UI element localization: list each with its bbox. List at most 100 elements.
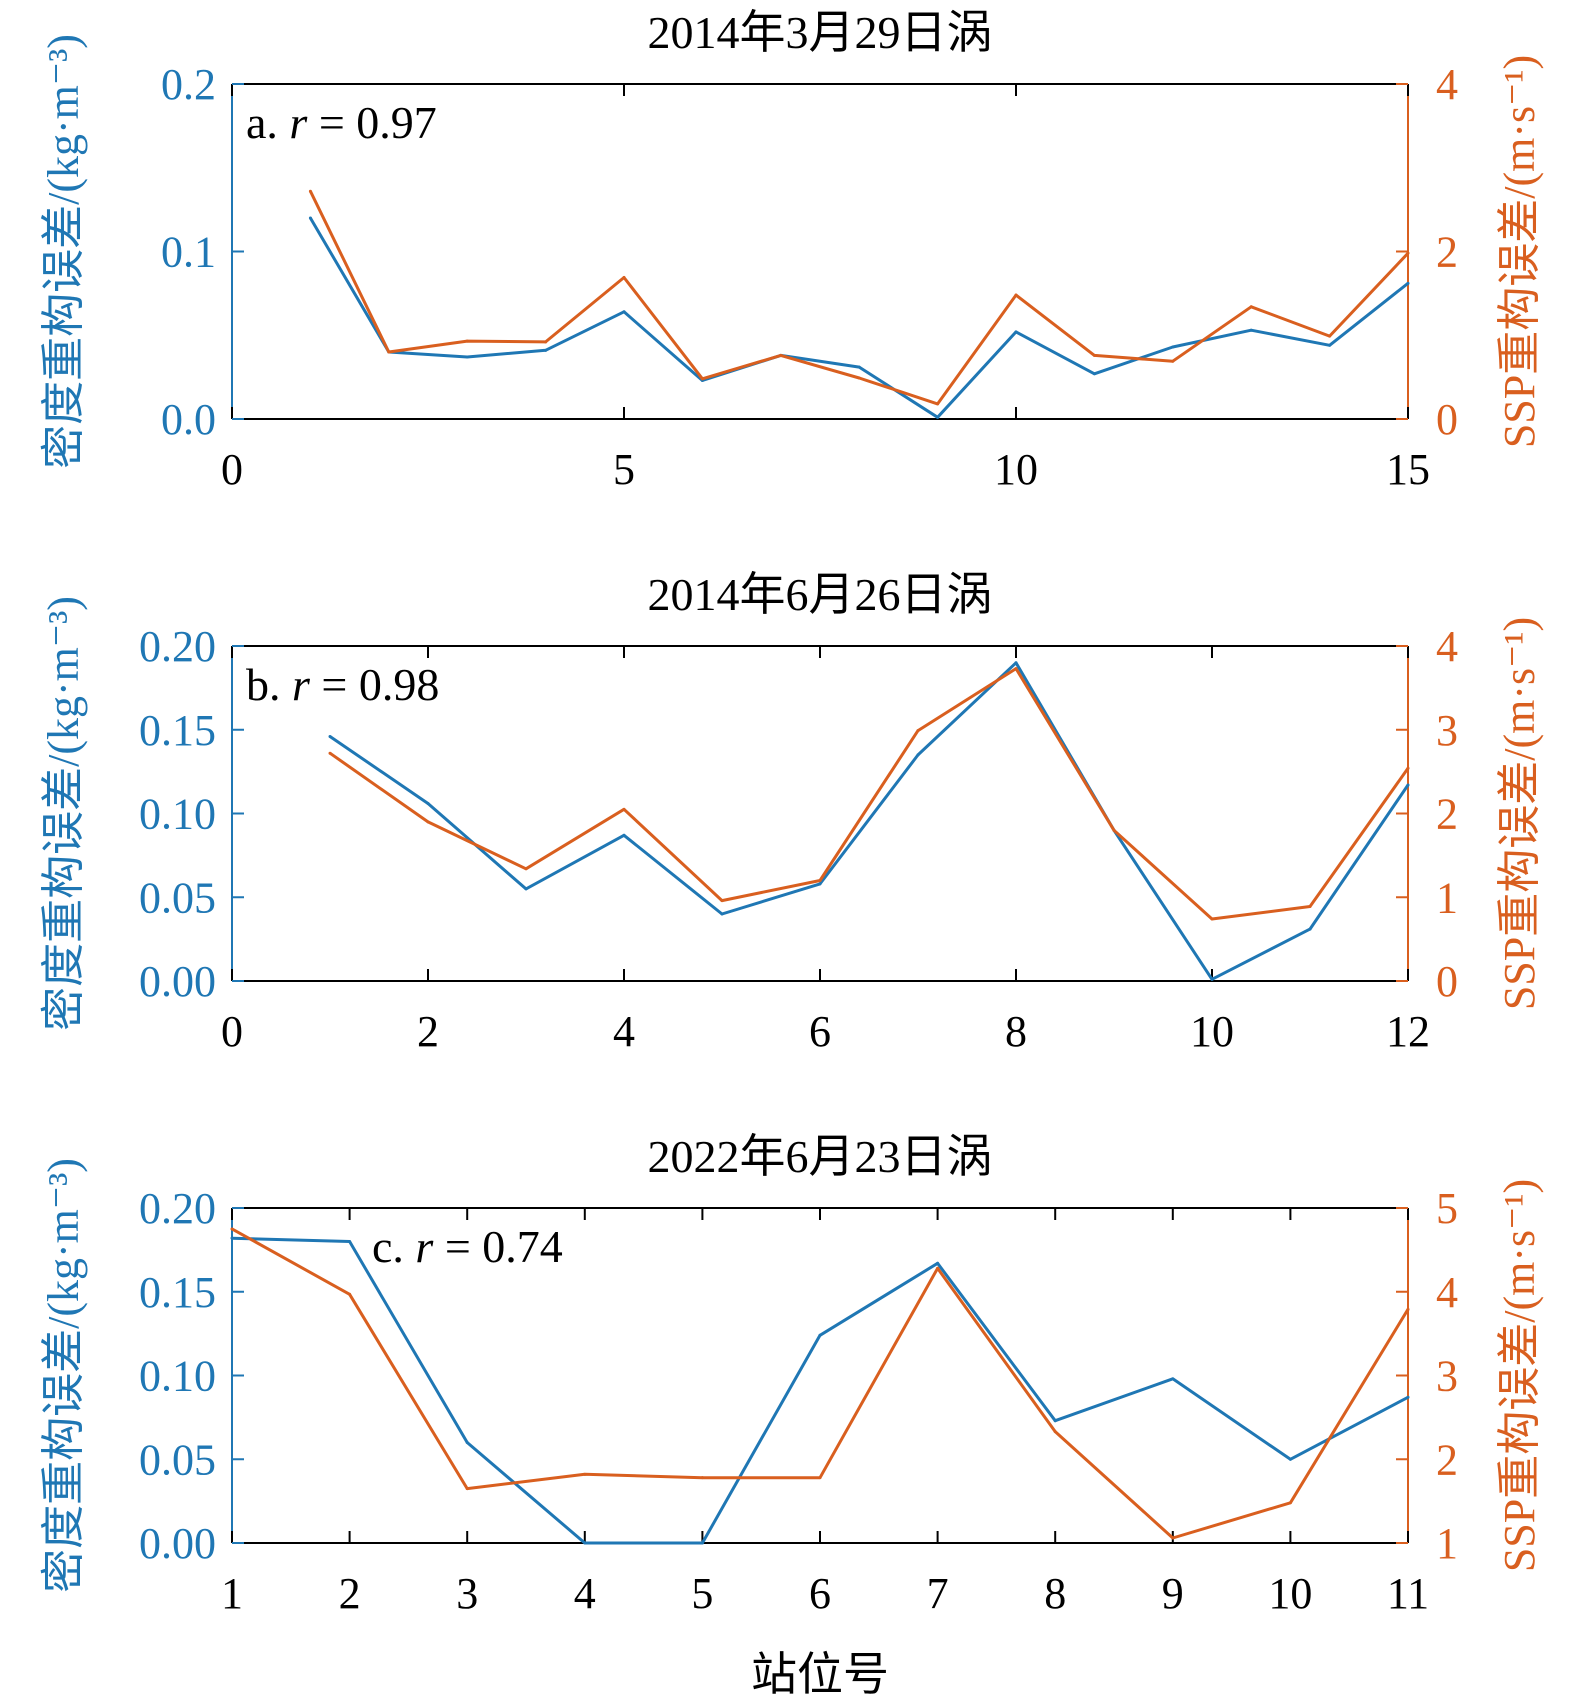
right-y-tick-label: 4 [1436, 622, 1458, 671]
ssp-error-series-line [231, 1227, 1410, 1540]
right-y-tick-label: 2 [1436, 1435, 1458, 1484]
density-error-point [720, 912, 724, 916]
correlation-annotation: c. r = 0.74 [372, 1221, 563, 1272]
x-tick-label: 3 [456, 1569, 478, 1618]
left-y-tick-label: 0.15 [139, 706, 216, 755]
density-error-point [230, 1236, 234, 1240]
density-error-point [1014, 330, 1018, 334]
panel-letter: c. [372, 1221, 415, 1272]
left-y-tick-label: 0.1 [161, 228, 216, 277]
ssp-error-point [1249, 305, 1253, 309]
ssp-error-point [1406, 251, 1410, 255]
right-y-tick-label: 4 [1436, 1268, 1458, 1317]
ssp-error-point [622, 807, 626, 811]
right-y-tick-label: 1 [1436, 1519, 1458, 1568]
panel-letter: b. [246, 659, 292, 710]
right-y-tick-label: 0 [1436, 395, 1458, 444]
x-tick-label: 5 [691, 1569, 713, 1618]
ssp-error-point [1406, 766, 1410, 770]
panel-c: 2022年6月23日涡 1 2 3 4 5 6 7 8 9 10 11 0.00 0.05 0.10 0.15… [39, 1131, 1544, 1618]
panel-a: 2014年3月29日涡 0 5 10 15 0.0 0.1 0.2 0 2 4 密度重构误差/(kg·… [39, 7, 1544, 494]
ssp-error-point [348, 1292, 352, 1296]
density-error-point [1092, 372, 1096, 376]
density-error-point [308, 216, 312, 220]
ssp-error-point [1112, 828, 1116, 832]
x-tick-label: 4 [574, 1569, 596, 1618]
x-tick-label: 0 [221, 1007, 243, 1056]
chart-title: 2022年6月23日涡 [648, 1131, 993, 1182]
density-error-point [1406, 281, 1410, 285]
density-error-point [700, 1541, 704, 1545]
density-error-series-line [309, 217, 1409, 419]
right-y-axis-label: SSP重构误差/(m·s⁻¹) [1495, 55, 1544, 448]
x-tick-label: 10 [1268, 1569, 1312, 1618]
ssp-error-series-line [309, 190, 1410, 406]
x-axis-label: 站位号 [751, 1649, 889, 1700]
ssp-error-point [1288, 1501, 1292, 1505]
right-y-axis-label: SSP重构误差/(m·s⁻¹) [1495, 1179, 1544, 1572]
left-y-tick-label: 0.00 [139, 1519, 216, 1568]
density-error-point [1288, 1457, 1292, 1461]
density-error-point [544, 348, 548, 352]
ssp-error-point [936, 402, 940, 406]
x-tick-label: 5 [613, 445, 635, 494]
right-y-tick-label: 4 [1436, 60, 1458, 109]
left-y-axis-label: 密度重构误差/(kg·m⁻³) [39, 1158, 88, 1593]
left-y-tick-label: 0.00 [139, 957, 216, 1006]
right-y-tick-label: 2 [1436, 790, 1458, 839]
right-y-tick-label: 2 [1436, 228, 1458, 277]
density-error-point [426, 801, 430, 805]
density-error-point [1328, 343, 1332, 347]
density-error-point [1171, 345, 1175, 349]
density-error-point [1014, 661, 1018, 665]
ssp-error-series-line [329, 667, 1410, 921]
ssp-error-point [544, 340, 548, 344]
ssp-error-point [1092, 353, 1096, 357]
left-y-tick-label: 0.05 [139, 873, 216, 922]
x-tick-label: 7 [927, 1569, 949, 1618]
density-error-point [524, 887, 528, 891]
x-tick-label: 2 [417, 1007, 439, 1056]
left-y-tick-label: 0.2 [161, 60, 216, 109]
x-tick-label: 10 [1190, 1007, 1234, 1056]
ssp-error-point [387, 350, 391, 354]
density-error-point [1249, 328, 1253, 332]
density-error-point [622, 310, 626, 314]
right-y-axis-label: SSP重构误差/(m·s⁻¹) [1495, 617, 1544, 1010]
x-tick-label: 6 [809, 1569, 831, 1618]
ssp-error-point [720, 899, 724, 903]
r-value: = 0.74 [433, 1221, 562, 1272]
density-error-point [465, 1441, 469, 1444]
ssp-error-point [916, 729, 920, 733]
correlation-annotation: b. r = 0.98 [246, 659, 439, 710]
ssp-error-point [1053, 1430, 1057, 1434]
r-value: = 0.98 [310, 659, 439, 710]
x-tick-label: 10 [994, 445, 1038, 494]
x-tick-label: 2 [339, 1569, 361, 1618]
left-y-tick-label: 0.20 [139, 1184, 216, 1233]
left-y-tick-label: 0.0 [161, 395, 216, 444]
ssp-error-point [524, 867, 528, 871]
density-error-point [818, 882, 822, 886]
ssp-error-point [1171, 359, 1175, 363]
ssp-error-point [308, 189, 312, 193]
ssp-error-point [1014, 667, 1018, 671]
x-tick-label: 0 [221, 445, 243, 494]
r-symbol: r [292, 659, 311, 710]
left-y-axis-label: 密度重构误差/(kg·m⁻³) [39, 34, 88, 469]
ssp-error-point [818, 879, 822, 882]
density-error-point [936, 1261, 940, 1265]
x-tick-label: 11 [1387, 1569, 1429, 1618]
r-value: = 0.97 [307, 97, 436, 148]
x-tick-label: 15 [1386, 445, 1430, 494]
ssp-error-point [465, 1487, 469, 1491]
r-symbol: r [289, 97, 308, 148]
chart-title: 2014年3月29日涡 [648, 7, 993, 58]
ssp-error-point [1210, 917, 1214, 921]
x-tick-label: 12 [1386, 1007, 1430, 1056]
x-tick-label: 8 [1005, 1007, 1027, 1056]
density-error-point [857, 365, 861, 369]
density-error-point [1406, 1395, 1410, 1399]
